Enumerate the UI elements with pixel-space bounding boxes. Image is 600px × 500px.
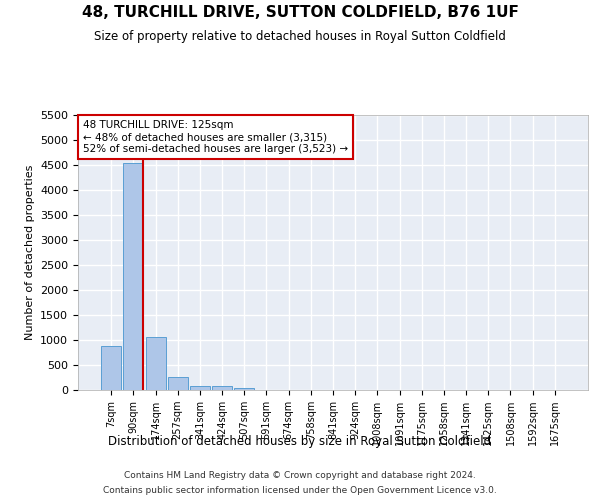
Bar xyxy=(101,346,121,390)
Text: Contains public sector information licensed under the Open Government Licence v3: Contains public sector information licen… xyxy=(103,486,497,495)
Bar xyxy=(124,163,143,390)
Bar xyxy=(212,386,232,390)
Bar xyxy=(234,388,254,390)
Text: Contains HM Land Registry data © Crown copyright and database right 2024.: Contains HM Land Registry data © Crown c… xyxy=(124,471,476,480)
Text: 48 TURCHILL DRIVE: 125sqm
← 48% of detached houses are smaller (3,315)
52% of se: 48 TURCHILL DRIVE: 125sqm ← 48% of detac… xyxy=(83,120,348,154)
Text: 48, TURCHILL DRIVE, SUTTON COLDFIELD, B76 1UF: 48, TURCHILL DRIVE, SUTTON COLDFIELD, B7… xyxy=(82,5,518,20)
Y-axis label: Number of detached properties: Number of detached properties xyxy=(25,165,35,340)
Bar xyxy=(146,337,166,390)
Text: Distribution of detached houses by size in Royal Sutton Coldfield: Distribution of detached houses by size … xyxy=(109,435,491,448)
Text: Size of property relative to detached houses in Royal Sutton Coldfield: Size of property relative to detached ho… xyxy=(94,30,506,43)
Bar xyxy=(168,376,188,390)
Bar xyxy=(190,386,210,390)
